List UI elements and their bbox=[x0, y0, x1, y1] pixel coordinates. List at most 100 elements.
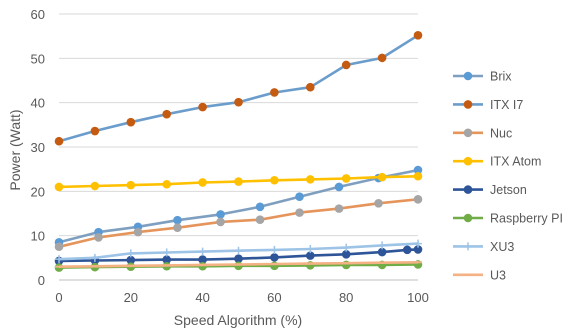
data-point bbox=[126, 180, 136, 190]
data-point bbox=[270, 175, 279, 185]
data-point bbox=[173, 223, 182, 232]
data-point bbox=[162, 248, 171, 257]
legend-label: Nuc bbox=[490, 126, 512, 140]
data-point bbox=[334, 182, 344, 192]
series-line bbox=[58, 198, 419, 249]
data-point bbox=[234, 254, 243, 264]
legend-label: XU3 bbox=[490, 240, 514, 254]
data-point bbox=[234, 246, 243, 255]
data-point bbox=[342, 243, 351, 252]
x-axis-title: Speed Algorithm (%) bbox=[174, 312, 302, 328]
series-itx-atom bbox=[54, 171, 423, 192]
legend-marker bbox=[463, 100, 473, 109]
data-point bbox=[133, 227, 143, 237]
y-tick-label: 30 bbox=[31, 140, 45, 155]
legend-marker bbox=[463, 71, 473, 81]
legend-label: ITX Atom bbox=[490, 155, 541, 169]
data-point bbox=[341, 174, 351, 183]
x-tick-label: 40 bbox=[195, 290, 209, 305]
data-point bbox=[306, 244, 315, 253]
x-tick-label: 100 bbox=[407, 290, 429, 305]
data-point bbox=[378, 241, 387, 250]
legend-label: U3 bbox=[490, 268, 506, 282]
data-point bbox=[414, 239, 422, 248]
data-point bbox=[126, 255, 136, 265]
axis-ticks: 0 10 20 30 40 50 60 0 20 40 60 80 100 bbox=[31, 7, 429, 305]
legend-marker bbox=[463, 128, 473, 138]
data-point bbox=[54, 182, 64, 192]
legend-item: Nuc bbox=[453, 126, 512, 140]
legend-label: Raspberry PI bbox=[490, 212, 563, 226]
y-tick-label: 10 bbox=[31, 229, 45, 244]
data-point bbox=[413, 165, 423, 175]
data-point bbox=[306, 251, 315, 260]
data-point bbox=[216, 210, 225, 219]
data-point bbox=[126, 249, 135, 258]
x-tick-label: 60 bbox=[267, 290, 281, 305]
y-tick-label: 60 bbox=[31, 7, 45, 22]
x-tick-label: 80 bbox=[339, 290, 353, 305]
legend-marker bbox=[463, 213, 473, 223]
data-point bbox=[341, 249, 351, 259]
data-point bbox=[234, 97, 243, 107]
data-point bbox=[402, 245, 412, 255]
legend-label: ITX I7 bbox=[490, 98, 523, 112]
data-point bbox=[255, 215, 265, 225]
data-point bbox=[198, 261, 207, 271]
y-tick-label: 40 bbox=[31, 96, 45, 111]
data-point bbox=[295, 208, 304, 217]
y-tick-label: 50 bbox=[31, 51, 45, 66]
y-tick-label: 0 bbox=[38, 273, 45, 288]
series-line bbox=[58, 34, 419, 143]
data-point bbox=[377, 247, 387, 257]
gridlines bbox=[59, 13, 418, 281]
data-point bbox=[413, 245, 423, 254]
series-nuc bbox=[54, 195, 423, 252]
data-point bbox=[377, 53, 387, 63]
data-point bbox=[90, 253, 99, 262]
data-point bbox=[270, 253, 279, 262]
legend-item: Jetson bbox=[453, 183, 527, 197]
data-point bbox=[306, 82, 315, 92]
data-point bbox=[54, 136, 64, 146]
data-point bbox=[341, 60, 351, 70]
y-axis-title: Power (Watt) bbox=[7, 109, 23, 190]
data-point bbox=[413, 195, 423, 204]
data-point bbox=[270, 88, 279, 97]
series-itx-i7 bbox=[54, 30, 423, 146]
data-point bbox=[295, 192, 304, 201]
legend-marker bbox=[463, 156, 473, 166]
series-u3 bbox=[55, 261, 422, 268]
data-point bbox=[255, 202, 265, 212]
data-point bbox=[94, 233, 103, 242]
legend-label: Brix bbox=[490, 70, 512, 84]
data-point bbox=[413, 30, 423, 40]
legend-marker bbox=[463, 185, 473, 194]
legend-marker bbox=[464, 242, 472, 251]
plot-area bbox=[54, 30, 423, 272]
data-point bbox=[334, 204, 344, 213]
y-tick-label: 20 bbox=[31, 184, 45, 199]
legend-item: ITX I7 bbox=[453, 98, 523, 112]
data-point bbox=[55, 255, 63, 264]
legend-item: Brix bbox=[453, 70, 512, 84]
data-point bbox=[198, 255, 207, 264]
legend-item: ITX Atom bbox=[453, 155, 541, 169]
data-point bbox=[90, 181, 100, 191]
data-point bbox=[270, 245, 279, 254]
series-line bbox=[58, 168, 419, 244]
data-point bbox=[377, 172, 387, 182]
legend-item: XU3 bbox=[453, 240, 514, 254]
data-point bbox=[162, 255, 171, 264]
data-point bbox=[198, 178, 207, 187]
data-point bbox=[173, 215, 182, 225]
legend: Brix ITX I7 Nuc ITX Atom Jetson Raspberry PI X… bbox=[453, 70, 563, 282]
data-point bbox=[90, 126, 100, 136]
data-point bbox=[306, 175, 315, 184]
data-point bbox=[413, 171, 423, 181]
legend-item: Raspberry PI bbox=[453, 212, 563, 226]
data-point bbox=[198, 102, 207, 112]
data-point bbox=[162, 109, 171, 119]
data-point bbox=[54, 242, 64, 252]
